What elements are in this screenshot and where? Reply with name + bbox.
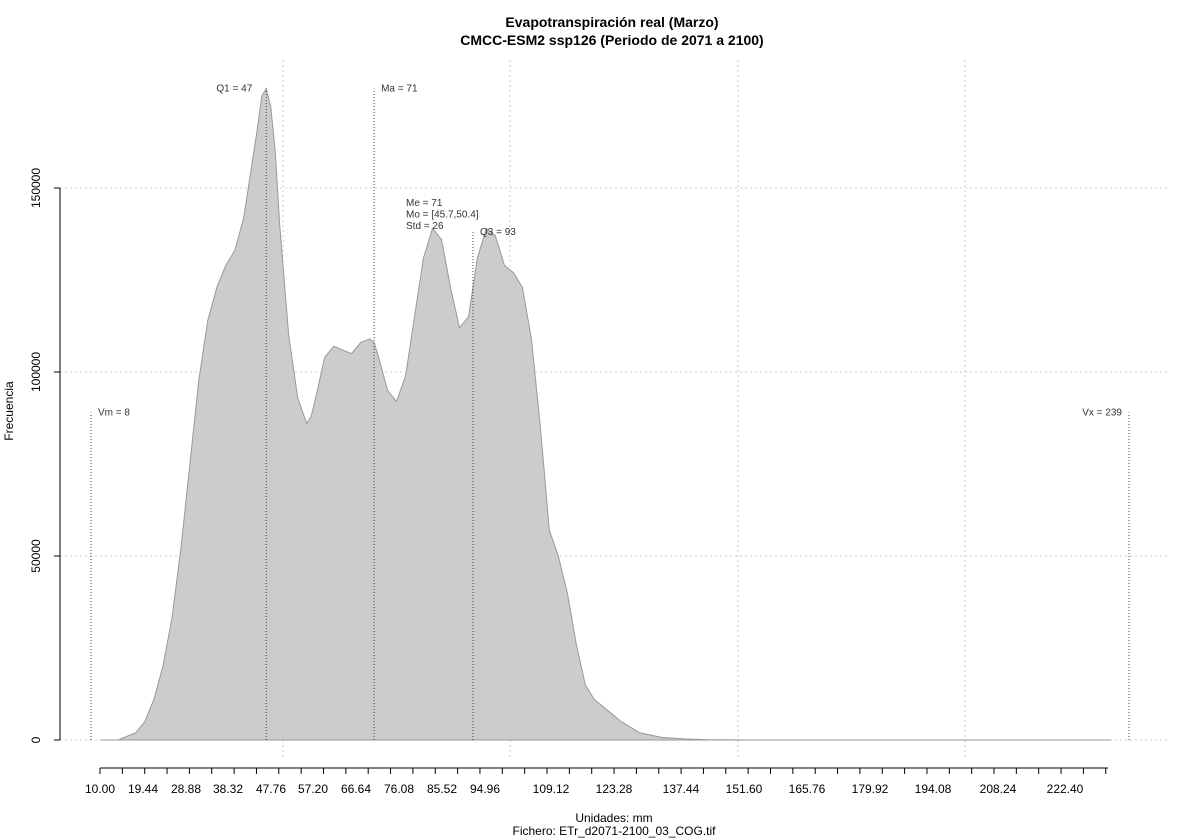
x-tick-label-4: 47.76: [256, 782, 286, 796]
x-tick-label-16: 194.08: [915, 782, 952, 796]
x-tick-label-5: 57.20: [298, 782, 328, 796]
x-tick-label-12: 137.44: [663, 782, 700, 796]
x-tick-label-13: 151.60: [726, 782, 763, 796]
x-tick-label-14: 165.76: [789, 782, 826, 796]
x-tick-label-11: 123.28: [596, 782, 633, 796]
x-tick-label-8: 85.52: [427, 782, 457, 796]
x-tick-label-7: 76.08: [384, 782, 414, 796]
y-tick-label-0: 0: [29, 736, 43, 743]
stats-line-0: Me = 71: [406, 198, 443, 209]
stats-line-1: Mo = [45.7,50.4]: [406, 210, 479, 221]
y-tick-label-1: 50000: [29, 539, 43, 573]
x-tick-label-18: 222.40: [1047, 782, 1084, 796]
file-caption: Fichero: ETr_d2071-2100_03_COG.tif: [513, 824, 717, 838]
vline-label-2: Ma = 71: [381, 84, 418, 95]
x-tick-label-1: 19.44: [128, 782, 158, 796]
density-area: [100, 87, 1112, 741]
y-axis-label: Frecuencia: [2, 381, 16, 441]
y-tick-label-3: 150000: [29, 168, 43, 208]
stats-line-2: Std = 26: [406, 221, 444, 232]
x-axis-label: Unidades: mm: [575, 811, 652, 825]
x-tick-label-10: 109.12: [533, 782, 570, 796]
chart-subtitle: CMCC-ESM2 ssp126 (Periodo de 2071 a 2100…: [460, 32, 763, 48]
x-tick-label-0: 10.00: [85, 782, 115, 796]
x-tick-label-9: 94.96: [470, 782, 500, 796]
x-tick-label-3: 38.32: [213, 782, 243, 796]
vline-label-0: Vm = 8: [98, 407, 130, 418]
x-tick-label-15: 179.92: [852, 782, 889, 796]
y-tick-label-2: 100000: [29, 352, 43, 392]
vline-label-1: Q1 = 47: [216, 84, 252, 95]
y-axis: 0 50000 100000 150000: [29, 168, 61, 743]
vline-label-4: Vx = 239: [1082, 407, 1122, 418]
x-tick-label-17: 208.24: [980, 782, 1017, 796]
vline-label-3: Q3 = 93: [480, 227, 516, 238]
x-axis: 10.00 19.44 28.88 38.32 47.76 57.20 66.64 76.08…: [85, 767, 1108, 796]
chart-title: Evapotranspiración real (Marzo): [505, 14, 718, 30]
x-tick-label-2: 28.88: [171, 782, 201, 796]
reference-lines: Vm = 8 Q1 = 47 Ma = 71 Q3 = 93 Vx = 239: [90, 84, 1130, 740]
density-area-shape: [100, 87, 1112, 741]
x-tick-label-6: 66.64: [341, 782, 371, 796]
